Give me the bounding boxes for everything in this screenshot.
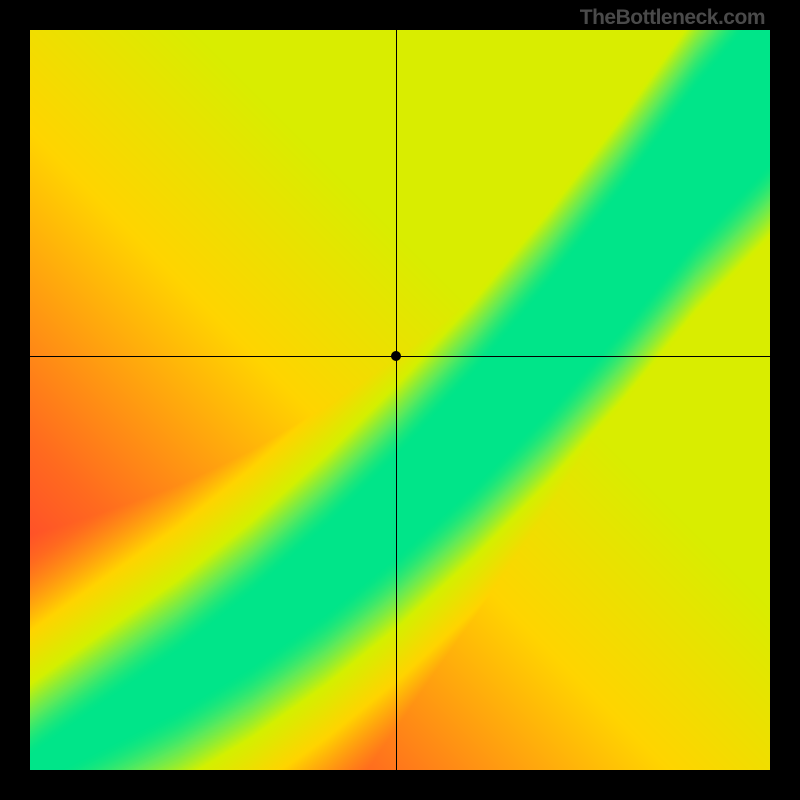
crosshair-vertical (396, 30, 397, 770)
heatmap-canvas (30, 30, 770, 770)
watermark-text: TheBottleneck.com (580, 6, 765, 30)
crosshair-marker (391, 351, 401, 361)
heatmap-chart (30, 30, 770, 770)
